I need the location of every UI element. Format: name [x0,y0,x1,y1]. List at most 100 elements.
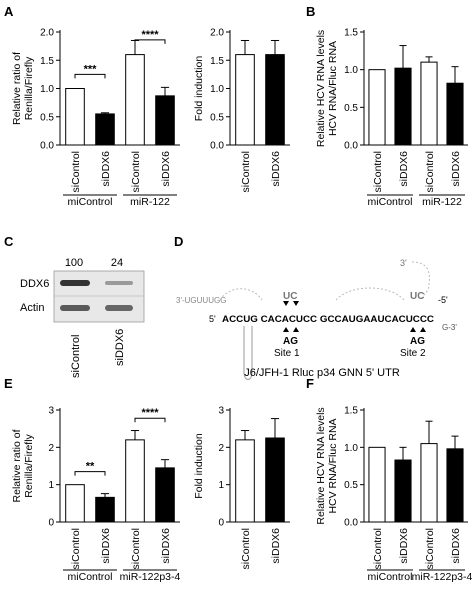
blot-lane-label-ddx6: siDDX6 [114,329,126,366]
y-axis-label: HCV RNA/Fluc RNA [327,41,339,136]
x-tick-label: siControl [372,151,384,192]
y-tick-label: 1.5 [210,56,224,67]
y-tick-label: 0.5 [344,480,358,491]
y-tick-label: 0.5 [40,112,54,123]
y-axis-label: Fold induction [193,56,205,122]
y-tick-label: 2.0 [40,28,54,39]
bar [368,69,386,146]
x-tick-label: siControl [372,528,384,569]
chart-b-hcv-rna: 0.0 0.5 1.0 1.5 Relative HCV RNA levels HCV R… [315,28,468,208]
bar [95,113,115,146]
y-tick-label: 0.0 [344,518,358,529]
utr-site1-mutation-arrows [283,327,299,332]
chart-e-fold-induction: 0 1 2 3 Fold induction siControl siDDX6 [193,406,290,569]
x-tick-label: siDDX6 [270,528,282,564]
x-tick-label: siControl [70,528,82,569]
panel-letter-e: E [4,376,13,391]
chart-e-ratio: 0 1 2 3 Relative ratio of Renilla/Firefly siCo… [11,406,181,584]
bar [368,446,386,523]
x-tick-label: siControl [240,151,252,192]
bar [420,61,438,146]
utr-main-sequence: ACCUG CACACUCC GCCAUGAAUCACUCCC [222,314,435,324]
significance-bracket [134,417,166,423]
y-tick-label: 0.0 [40,141,54,152]
y-tick-label: 1 [48,480,54,491]
bar [155,95,175,146]
y-tick-label: 3 [218,406,224,417]
x-tick-label: siDDX6 [398,151,410,187]
x-tick-label: siControl [130,151,142,192]
utr-site2-mutation: AG [410,336,425,347]
y-tick-label: 0 [218,518,224,529]
x-tick-label: siControl [424,151,436,192]
utr-lower-stem [243,326,253,380]
y-tick-label: 2 [48,443,54,454]
y-tick-label: 2.0 [210,28,224,39]
y-axis-label: Relative HCV RNA levels [315,407,327,524]
utr-five-prime: 5' [209,314,216,324]
significance-label: **** [141,29,159,41]
utr-site1-label: Site 1 [274,348,300,359]
blot-quant-ddx6: 24 [111,257,123,269]
panel-letter-a: A [4,4,14,19]
group-label: miControl [368,571,413,583]
x-tick-label: siDDX6 [160,528,172,564]
utr-right-loop [335,287,405,301]
bar [155,467,175,523]
bar [265,54,285,146]
bar [446,82,464,146]
y-tick-label: 1.5 [40,56,54,67]
x-tick-label: siControl [130,528,142,569]
x-tick-label: siDDX6 [100,528,112,564]
bar [394,67,412,146]
significance-label: ** [86,461,95,473]
x-tick-label: siControl [424,528,436,569]
group-label: miR-122 [422,196,462,208]
group-label: miControl [368,196,413,208]
blot-quant-control: 100 [65,257,83,269]
y-tick-label: 1.0 [344,443,358,454]
x-tick-label: siDDX6 [450,528,462,564]
utr-site1-arrows [283,301,299,306]
x-tick-label: siDDX6 [450,151,462,187]
blot-membrane [53,270,145,323]
y-axis-label: Relative HCV RNA levels [315,30,327,147]
bar [65,484,85,523]
y-tick-label: 0 [48,518,54,529]
significance-bracket [134,39,166,44]
chart-a-fold-induction: 0.0 0.5 1.0 1.5 2.0 Fold induction siControl si… [193,28,290,192]
blot-row-label-ddx6: DDX6 [20,278,49,290]
utr-top-3prime: 3' [400,258,407,268]
y-axis-label: Relative ratio of [11,52,23,125]
chart-a-ratio: 0.0 0.5 1.0 1.5 2.0 Relative ratio of Renilla/… [11,28,180,208]
bar [394,459,412,523]
y-tick-label: 1.0 [344,65,358,76]
y-tick-label: 0.0 [210,141,224,152]
y-axis-label: Renilla/Firefly [23,433,35,497]
blot-row-label-actin: Actin [20,302,44,314]
y-axis-label: Relative ratio of [11,429,23,502]
x-tick-label: siDDX6 [270,151,282,187]
bar [95,496,115,523]
panel-letter-f: F [306,376,314,391]
y-tick-label: 1 [218,480,224,491]
bar [235,439,255,523]
utr-site2-label: Site 2 [400,348,426,359]
utr-site2-mirna: UC [410,291,424,302]
bar [125,439,145,523]
group-label: miR-122p3-4 [120,571,181,583]
blot-lane-label-control: siControl [70,335,82,378]
group-label: miR-122 [130,196,170,208]
x-tick-label: siDDX6 [398,528,410,564]
bar [420,443,438,523]
panel-letter-b: B [306,4,315,19]
y-axis-label: Fold induction [193,433,205,499]
x-tick-label: siControl [240,528,252,569]
utr-site1-mutation: AG [283,336,298,347]
y-tick-label: 0.5 [344,103,358,114]
significance-label: **** [141,407,159,419]
significance-bracket [74,471,106,476]
y-tick-label: 1.0 [210,84,224,95]
x-tick-label: siDDX6 [100,151,112,187]
